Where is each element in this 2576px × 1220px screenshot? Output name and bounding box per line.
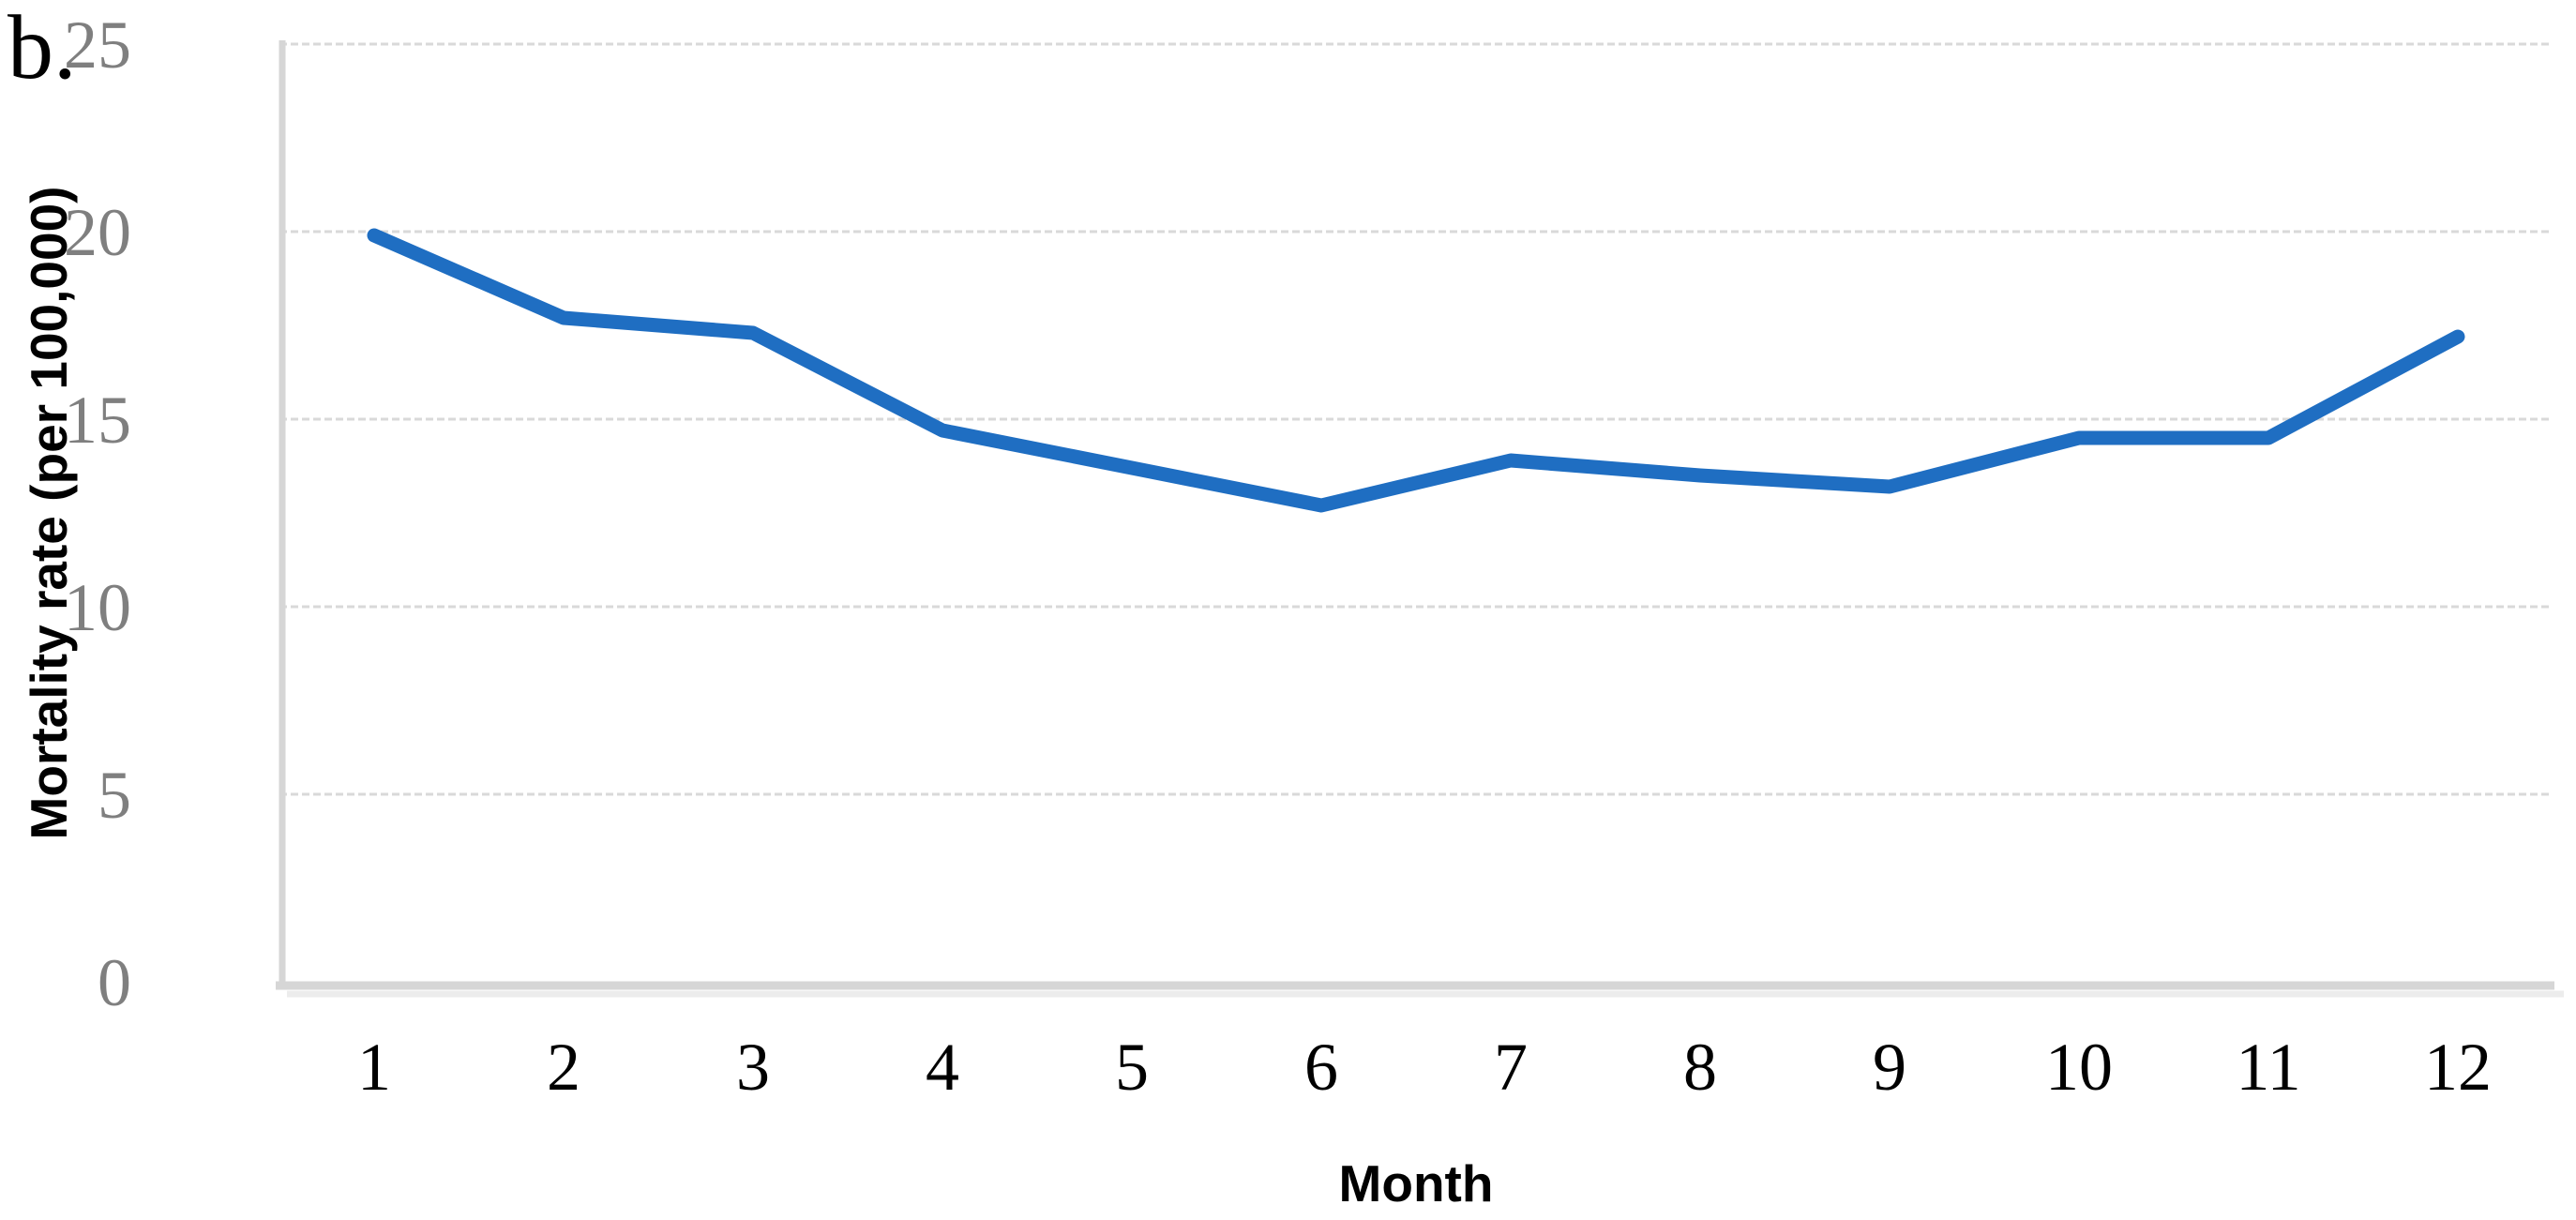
y-tick-label-25: 25 [64,8,131,83]
x-tick-label-7: 7 [1494,1030,1528,1105]
x-tick-label-11: 11 [2236,1030,2300,1105]
y-tick-label-20: 20 [64,195,131,270]
x-tick-label-1: 1 [357,1030,391,1105]
x-tick-label-8: 8 [1683,1030,1717,1105]
y-tick-label-0: 0 [98,945,131,1020]
x-tick-label-10: 10 [2045,1030,2113,1105]
x-tick-label-6: 6 [1304,1030,1338,1105]
x-axis-title: Month [1338,1154,1494,1212]
y-tick-label-10: 10 [64,570,131,645]
x-tick-label-4: 4 [926,1030,959,1105]
x-tick-label-12: 12 [2424,1030,2492,1105]
x-tick-label-5: 5 [1115,1030,1149,1105]
x-tick-label-3: 3 [736,1030,770,1105]
y-tick-label-5: 5 [98,758,131,833]
panel-label: b. [8,0,77,98]
x-tick-label-2: 2 [547,1030,580,1105]
x-tick-label-9: 9 [1873,1030,1906,1105]
mortality-rate-line-series [367,228,2465,513]
y-tick-label-15: 15 [64,383,131,458]
